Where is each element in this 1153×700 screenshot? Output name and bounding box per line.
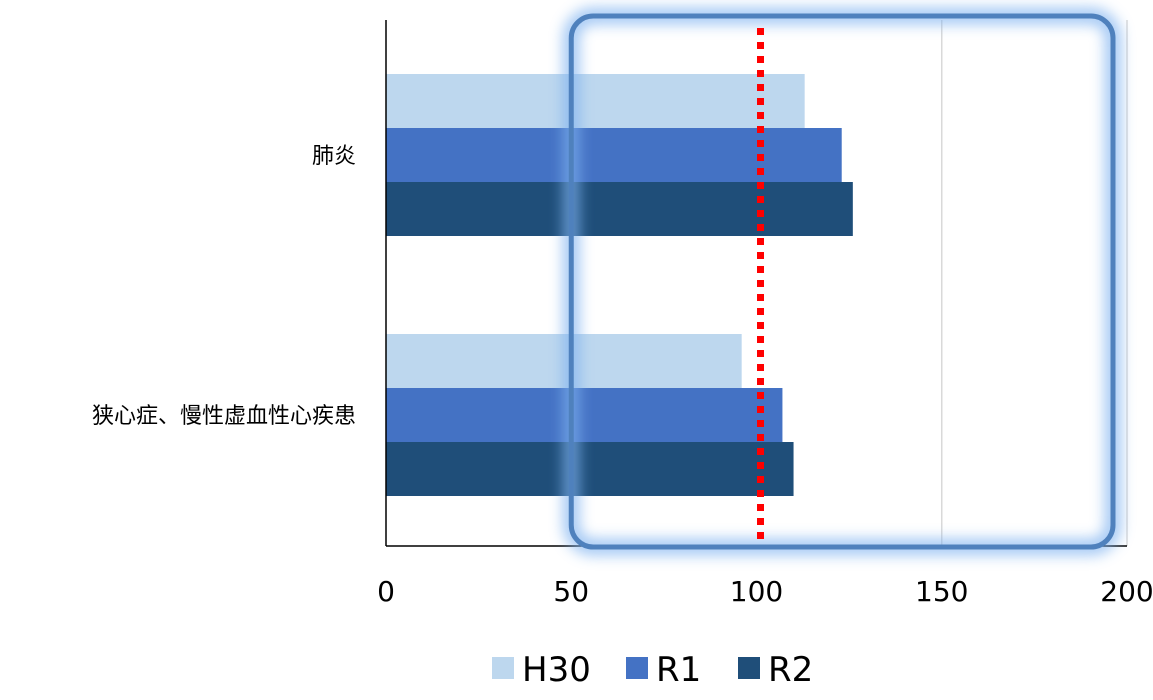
bar-r2-0 bbox=[386, 182, 853, 236]
legend-label-r1: R1 bbox=[656, 650, 701, 690]
legend-label-r2: R2 bbox=[768, 650, 813, 690]
x-tick-label: 50 bbox=[553, 575, 589, 608]
highlight-box-outline bbox=[568, 13, 1116, 550]
gridlines bbox=[941, 20, 1128, 546]
category-label: 肺炎 bbox=[312, 144, 356, 169]
legend-swatch-r1 bbox=[626, 657, 648, 679]
legend-swatch-r2 bbox=[738, 657, 760, 679]
bar-r1-0 bbox=[386, 128, 842, 182]
bars bbox=[386, 74, 853, 496]
highlight-box bbox=[563, 8, 1121, 555]
legend-label-h30: H30 bbox=[522, 650, 591, 690]
x-tick-label: 200 bbox=[1100, 575, 1153, 608]
x-tick-label: 100 bbox=[730, 575, 783, 608]
x-tick-label: 150 bbox=[915, 575, 968, 608]
category-label: 狭心症、慢性虚血性心疾患 bbox=[92, 404, 356, 429]
x-tick-label: 0 bbox=[377, 575, 395, 608]
bar-h30-0 bbox=[386, 74, 805, 128]
legend-swatch-h30 bbox=[492, 657, 514, 679]
bar-r1-1 bbox=[386, 388, 783, 442]
legend: H30 R1 R2 bbox=[492, 650, 813, 690]
bar-r2-1 bbox=[386, 442, 794, 496]
